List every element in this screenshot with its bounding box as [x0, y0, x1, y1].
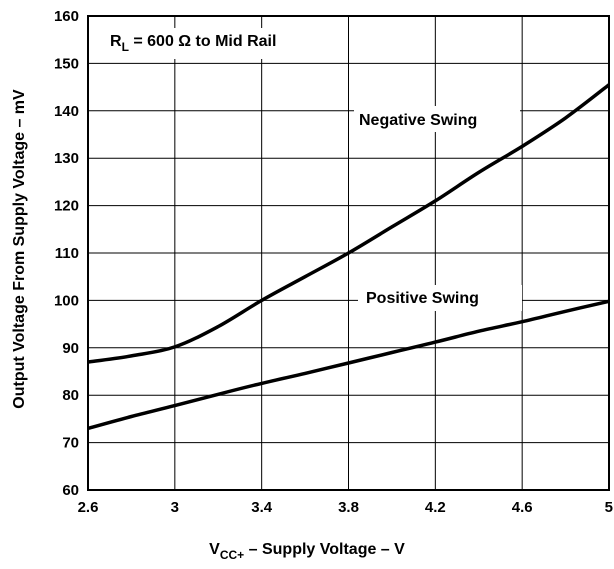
- condition-sub: L: [122, 40, 129, 54]
- x-tick-label: 3: [171, 499, 179, 516]
- x-tick-label: 4.2: [425, 499, 446, 516]
- x-tick-labels: 2.6 3 3.4 3.8 4.2 4.6 5: [78, 499, 613, 516]
- y-tick-label: 60: [62, 482, 79, 499]
- condition-annotation: RL = 600 Ω to Mid Rail: [110, 33, 276, 54]
- condition-rest: = 600 Ω to Mid Rail: [129, 33, 277, 50]
- x-tick-label: 2.6: [78, 499, 99, 516]
- series-line-negative-swing: [87, 83, 611, 364]
- series-line-positive-swing: [87, 299, 610, 431]
- y-tick-label: 150: [54, 55, 79, 72]
- x-tick-label: 5: [605, 499, 613, 516]
- y-tick-label: 70: [62, 435, 79, 452]
- positive-swing-label-bg: [358, 285, 522, 311]
- x-axis-title: VCC+ – Supply Voltage – V: [209, 541, 405, 562]
- x-tick-label: 3.8: [338, 499, 359, 516]
- condition-main: R: [110, 33, 122, 50]
- y-tick-label: 140: [54, 103, 79, 120]
- positive-swing-label: Positive Swing: [366, 290, 479, 307]
- negative-swing-label-bg: [354, 106, 520, 132]
- x-axis-title-main: V: [209, 541, 220, 558]
- y-tick-label: 90: [62, 340, 79, 357]
- condition-annotation-bg: [98, 28, 289, 59]
- y-tick-label: 110: [55, 245, 79, 262]
- series-layer: [87, 83, 611, 431]
- y-tick-label: 130: [54, 150, 79, 167]
- y-tick-label: 120: [54, 198, 79, 215]
- y-axis-title: Output Voltage From Supply Voltage – mV: [11, 89, 28, 409]
- y-tick-label: 100: [54, 292, 79, 309]
- plot-frame: [87, 15, 610, 491]
- x-tick-label: 4.6: [512, 499, 533, 516]
- y-tick-label: 160: [54, 8, 79, 25]
- x-axis-title-rest: – Supply Voltage – V: [244, 541, 405, 558]
- x-tick-label: 3.4: [251, 499, 273, 516]
- negative-swing-label: Negative Swing: [359, 112, 477, 129]
- x-axis-title-sub: CC+: [220, 548, 244, 562]
- y-tick-label: 80: [62, 387, 79, 404]
- y-tick-labels: 60 70 80 90 100 110 120 130 140 150 160: [54, 8, 79, 499]
